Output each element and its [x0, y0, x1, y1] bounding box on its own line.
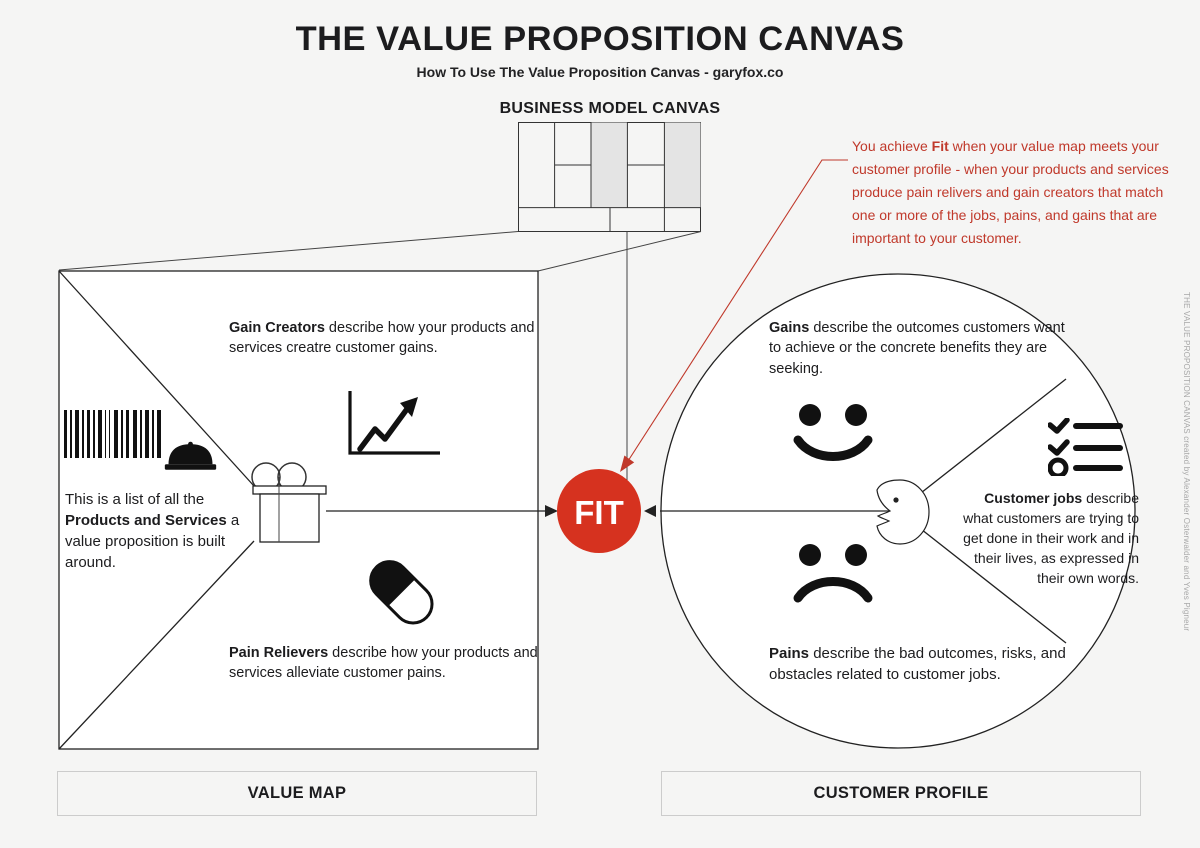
- svg-text:FIT: FIT: [574, 494, 623, 531]
